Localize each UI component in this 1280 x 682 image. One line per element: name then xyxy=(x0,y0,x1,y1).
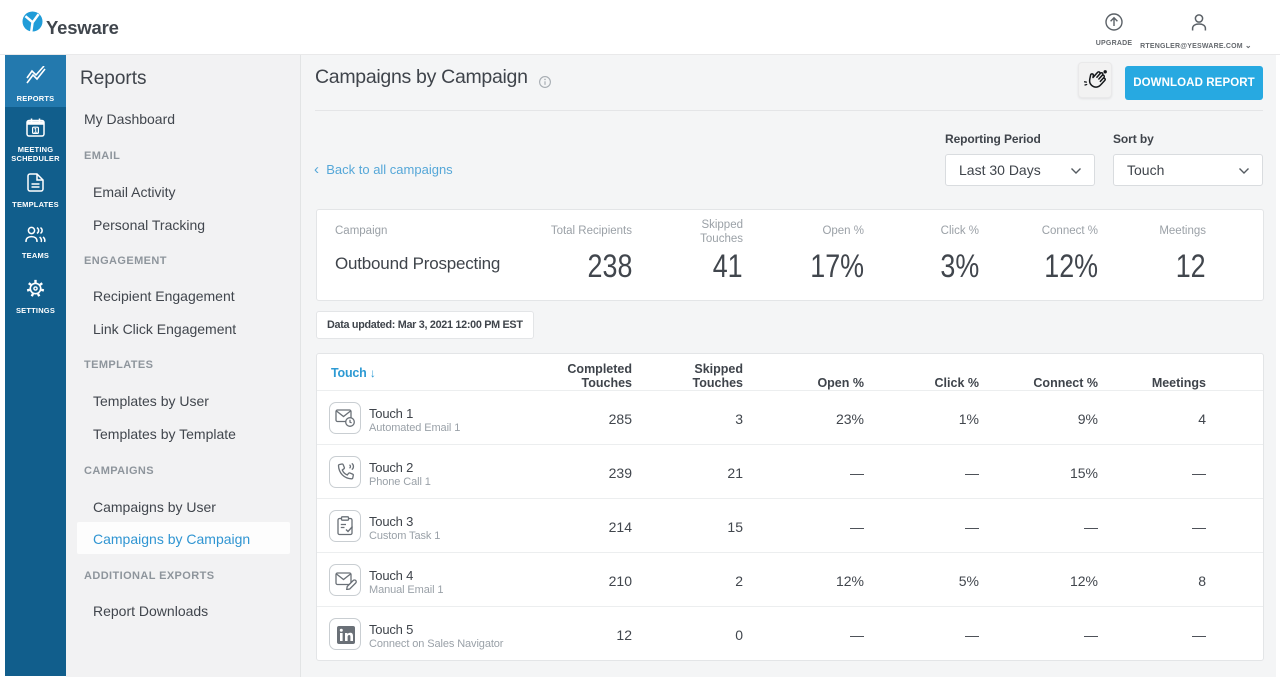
svg-text:1: 1 xyxy=(34,127,38,134)
